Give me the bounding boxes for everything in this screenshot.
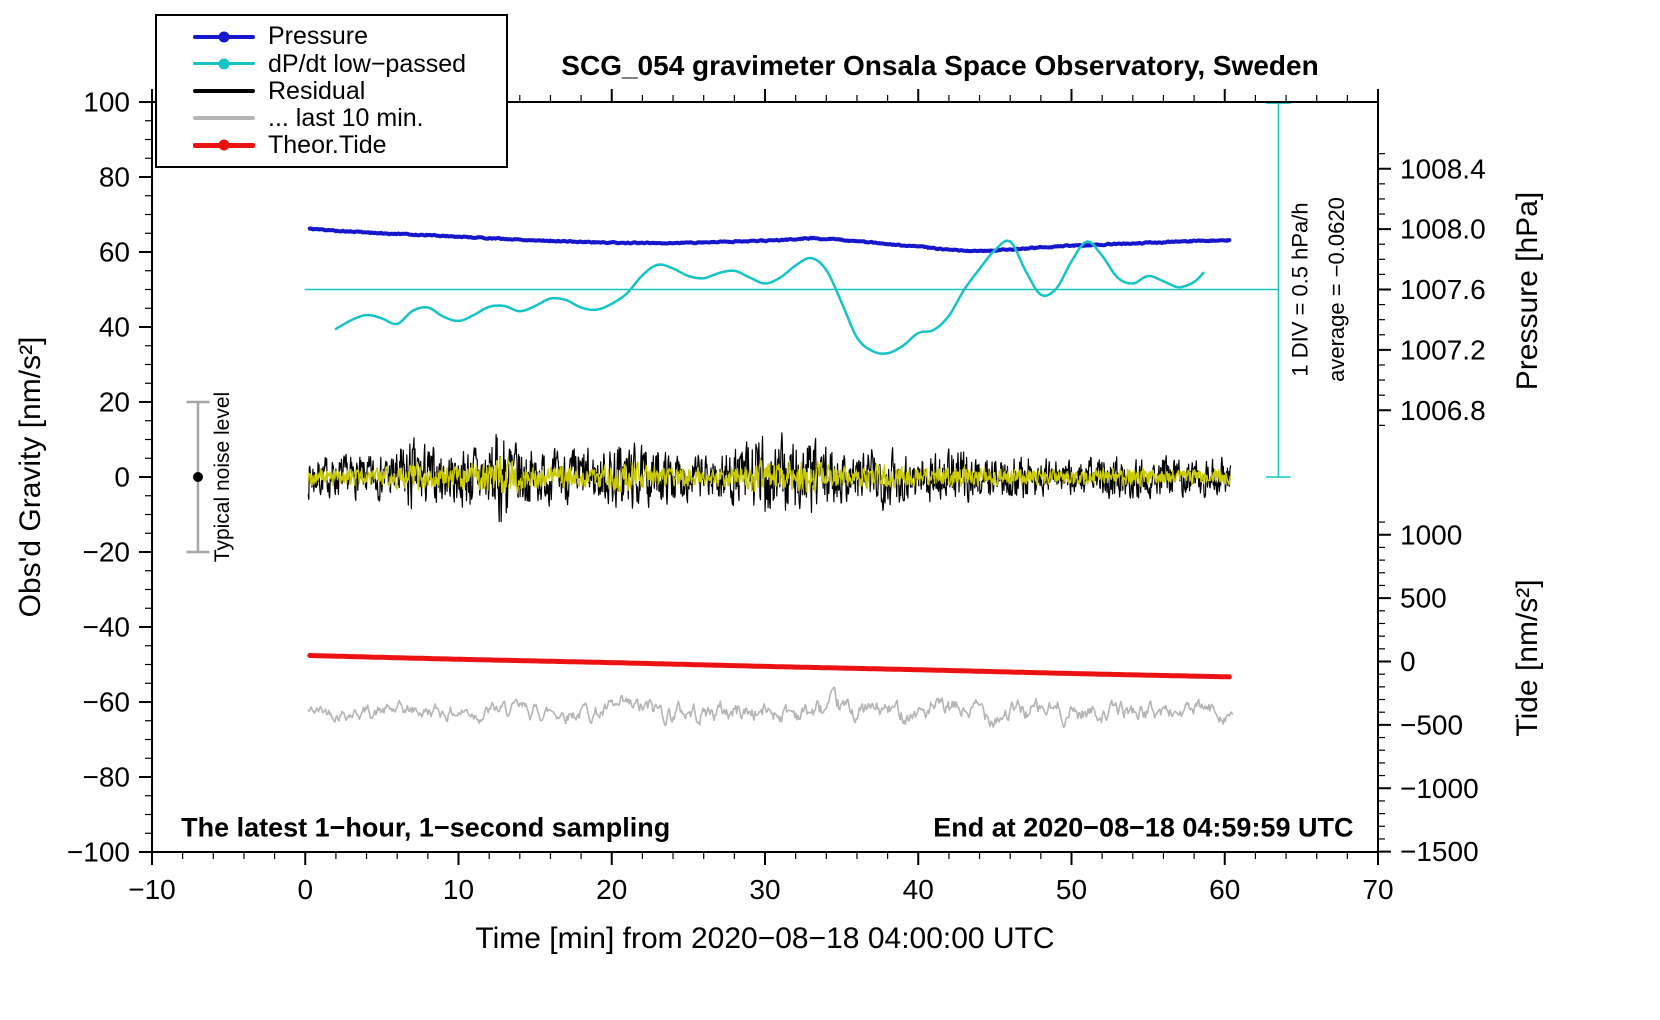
legend-item-pressure: Pressure	[157, 22, 506, 51]
x-tick-label: 60	[1209, 874, 1240, 905]
y-left-tick-label: 80	[99, 162, 130, 193]
series-noise-level-bar	[186, 400, 210, 554]
y-left-axis-title: Obs'd Gravity [nm/s²]	[14, 337, 47, 618]
y-left-tick-label: 60	[99, 237, 130, 268]
tide-tick-label: −1500	[1400, 836, 1479, 867]
pressure-tick-label: 1008.4	[1400, 153, 1486, 184]
legend-line-swatch	[193, 116, 255, 120]
y-axis-left: 100 80 60 40 20 0 −20 −40 −60 −80 −100	[67, 87, 152, 868]
y-left-tick-label: 20	[99, 387, 130, 418]
legend-item-residual: Residual	[157, 78, 506, 104]
legend-label: dP/dt low−passed	[268, 49, 467, 78]
legend-item-dp-dt-low-passed: dP/dt low−passed	[157, 49, 506, 78]
legend-marker-dot	[218, 58, 230, 70]
legend-line-swatch	[193, 31, 255, 43]
legend-label: Residual	[268, 76, 366, 105]
tide-tick-label: −1000	[1400, 773, 1479, 804]
x-axis-title: Time [min] from 2020−08−18 04:00:00 UTC	[475, 922, 1054, 955]
y-left-tick-label: −100	[67, 837, 130, 868]
legend: Pressure dP/dt low−passed Residual... last…	[155, 14, 508, 168]
annotations-layer: Time [min] from 2020−08−18 04:00:00 UTC O…	[14, 192, 1544, 955]
axes-layer: −10 0 10 20 30 40 50 60 70100806040200−20−40−60−…	[67, 87, 1486, 906]
y-left-tick-label: −20	[83, 537, 131, 568]
sampling-info-label: The latest 1−hour, 1−second sampling	[181, 813, 670, 843]
dpdt-average-label: average = −0.0620	[1324, 197, 1349, 382]
y-left-tick-label: −80	[83, 762, 131, 793]
tide-tick-label: 1000	[1400, 519, 1462, 550]
series-dpdt-lowpassed	[334, 239, 1205, 355]
tide-tick-label: 500	[1400, 583, 1447, 614]
series-pressure	[307, 226, 1232, 254]
legend-marker-dot	[218, 31, 230, 43]
errorbar-center-dot	[192, 472, 203, 482]
tide-tick-label: 0	[1400, 646, 1416, 677]
x-tick-label: 40	[903, 874, 934, 905]
x-tick-label: −10	[128, 874, 176, 905]
y-axis-pressure: 1008.4 1008.0 1007.6 1007.2 1006.8	[1378, 153, 1486, 426]
pressure-tick-label: 1007.2	[1400, 334, 1486, 365]
x-tick-label: 20	[596, 874, 627, 905]
legend-line-swatch	[193, 58, 255, 70]
series-residual-lowpassed-overlay	[307, 456, 1232, 494]
pressure-tick-label: 1006.8	[1400, 395, 1486, 426]
x-tick-label: 70	[1362, 874, 1393, 905]
series-dpdt-scale-bar	[1266, 102, 1291, 478]
dpdt-scale-label: 1 DIV = 0.5 hPa/h	[1287, 202, 1312, 376]
y-left-tick-label: 0	[114, 462, 130, 493]
end-time-label: End at 2020−08−18 04:59:59 UTC	[933, 813, 1353, 843]
legend-label: ... last 10 min.	[268, 104, 424, 133]
x-tick-label: 30	[749, 874, 780, 905]
legend-item-last-10-min: ... last 10 min.	[157, 105, 506, 131]
tide-tick-label: −500	[1400, 709, 1463, 740]
y-axis-tide: 1000 500 0 −500 −1000 −1500	[1378, 519, 1479, 867]
pressure-tick-label: 1007.6	[1400, 274, 1486, 305]
y-left-tick-label: 100	[83, 87, 130, 118]
y-left-tick-label: −60	[83, 687, 131, 718]
series-theoretical-tide	[307, 653, 1232, 680]
pressure-axis-title: Pressure [hPa]	[1511, 192, 1544, 390]
series-residual-last10min	[307, 686, 1234, 728]
chart-title: SCG_054 gravimeter Onsala Space Observat…	[561, 50, 1319, 81]
tide-axis-title: Tide [nm/s²]	[1511, 579, 1544, 736]
x-tick-label: 0	[297, 874, 313, 905]
legend-item-theor-tide: Theor.Tide	[157, 132, 506, 158]
y-left-tick-label: −40	[83, 612, 131, 643]
legend-line-swatch	[193, 89, 255, 93]
x-tick-label: 10	[443, 874, 474, 905]
pressure-tick-label: 1008.0	[1400, 214, 1486, 245]
typical-noise-level-label: Typical noise level	[211, 392, 234, 562]
series-layer	[186, 102, 1291, 728]
y-left-tick-label: 40	[99, 312, 130, 343]
x-tick-label: 50	[1056, 874, 1087, 905]
legend-label: Pressure	[268, 22, 369, 51]
legend-line-swatch	[193, 139, 255, 151]
legend-marker-dot	[218, 139, 230, 151]
legend-label: Theor.Tide	[268, 131, 387, 160]
